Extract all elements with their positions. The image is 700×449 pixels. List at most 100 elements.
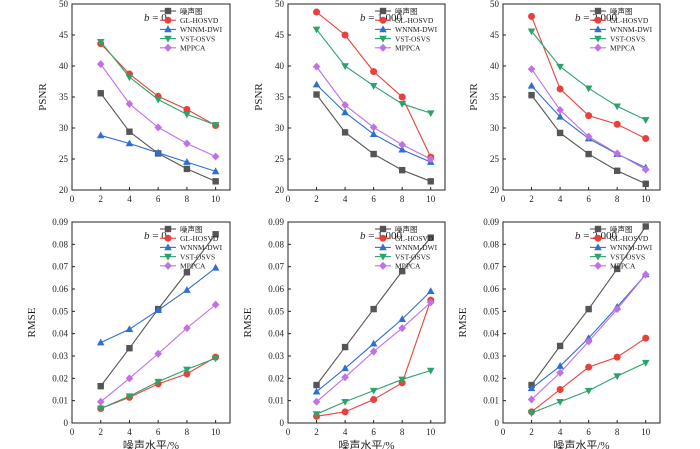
data-point bbox=[398, 140, 406, 149]
series-1 bbox=[528, 334, 650, 416]
y-tick-label: 20 bbox=[275, 185, 285, 195]
x-tick-label: 4 bbox=[127, 194, 132, 204]
x-tick-label: 6 bbox=[586, 194, 591, 204]
plot-frame bbox=[502, 221, 661, 424]
y-axis-label: RMSE bbox=[457, 307, 469, 337]
panel-title: b = 0 bbox=[144, 230, 167, 242]
data-point bbox=[154, 123, 162, 132]
legend-label: MPPCA bbox=[395, 262, 421, 271]
y-tick-label: 40 bbox=[490, 61, 500, 71]
x-tick-label: 10 bbox=[641, 427, 651, 437]
legend-label: 噪声图 bbox=[395, 224, 418, 234]
series-line bbox=[100, 92, 216, 182]
legend-swatch-marker bbox=[164, 25, 172, 33]
data-point bbox=[613, 305, 621, 314]
y-tick-label: 0.05 bbox=[52, 306, 68, 316]
y-tick-label: 0.01 bbox=[268, 396, 284, 406]
data-point bbox=[556, 63, 564, 71]
data-point bbox=[556, 386, 564, 393]
legend-label: MPPCA bbox=[610, 262, 636, 271]
y-tick-label: 25 bbox=[59, 154, 69, 164]
data-point bbox=[341, 364, 349, 372]
legend-swatch-marker bbox=[379, 234, 387, 242]
y-tick-label: 30 bbox=[490, 123, 500, 133]
data-point bbox=[427, 178, 434, 185]
y-tick-label: 20 bbox=[59, 185, 69, 195]
data-point bbox=[183, 366, 191, 374]
data-point bbox=[183, 139, 191, 148]
legend-label: MPPCA bbox=[180, 262, 206, 271]
data-point bbox=[341, 63, 349, 70]
legend-swatch-marker bbox=[594, 253, 602, 261]
data-point bbox=[613, 265, 621, 273]
legend-swatch-marker bbox=[379, 16, 387, 24]
series-2 bbox=[312, 287, 435, 395]
y-tick-label: 0.03 bbox=[52, 351, 68, 361]
legend-label: GL-HOSVD bbox=[610, 234, 649, 243]
panel-title-value: = 0 bbox=[150, 12, 168, 24]
y-axis-label: PSNR bbox=[468, 83, 480, 111]
y-tick-label: 25 bbox=[490, 154, 500, 164]
legend-swatch-marker bbox=[594, 261, 602, 270]
data-point bbox=[641, 270, 650, 279]
data-point bbox=[183, 111, 191, 119]
data-point bbox=[312, 26, 321, 34]
legend-swatch-marker bbox=[379, 243, 387, 251]
legend-label: GL-HOSVD bbox=[395, 16, 434, 25]
legend-label: WNNM-DWI bbox=[610, 25, 653, 34]
legend-label: GL-HOSVD bbox=[180, 234, 219, 243]
series-0 bbox=[313, 234, 434, 389]
data-point bbox=[527, 384, 536, 392]
x-tick-label: 0 bbox=[70, 194, 75, 204]
data-point bbox=[183, 370, 191, 378]
legend-label: 噪声图 bbox=[610, 224, 633, 234]
series-4 bbox=[312, 298, 435, 406]
series-2 bbox=[96, 131, 220, 175]
data-point bbox=[426, 155, 435, 163]
y-axis-label: RMSE bbox=[26, 307, 38, 337]
data-point bbox=[341, 101, 349, 110]
series-0 bbox=[313, 91, 434, 185]
y-tick-label: 0.09 bbox=[483, 217, 499, 227]
data-point bbox=[154, 378, 162, 386]
data-point bbox=[313, 8, 321, 16]
data-point bbox=[556, 342, 564, 350]
x-tick-label: 8 bbox=[185, 427, 190, 437]
data-point bbox=[642, 223, 649, 230]
x-tick-label: 6 bbox=[371, 194, 376, 204]
data-point bbox=[183, 324, 191, 333]
legend-swatch-marker bbox=[379, 43, 387, 52]
legend-swatch-marker bbox=[594, 225, 602, 233]
x-tick-label: 2 bbox=[98, 194, 103, 204]
x-tick-label: 10 bbox=[211, 194, 221, 204]
data-point bbox=[341, 31, 349, 39]
legend-label: GL-HOSVD bbox=[180, 16, 219, 25]
y-tick-label: 0.09 bbox=[268, 217, 284, 227]
y-tick-label: 50 bbox=[59, 0, 69, 9]
legend-swatch-marker bbox=[164, 243, 172, 251]
data-point bbox=[426, 110, 435, 118]
y-tick-label: 50 bbox=[275, 0, 285, 9]
data-point bbox=[369, 339, 378, 347]
legend-swatch-marker bbox=[594, 43, 602, 52]
y-tick-label: 0.04 bbox=[483, 329, 499, 339]
panel-title-b: b bbox=[144, 12, 150, 24]
legend-swatch-marker bbox=[164, 16, 172, 24]
x-axis-label: 噪声水平/% bbox=[553, 438, 609, 449]
data-point bbox=[641, 359, 650, 367]
series-1 bbox=[528, 12, 650, 143]
data-point bbox=[398, 315, 406, 322]
x-tick-label: 8 bbox=[185, 194, 190, 204]
x-tick-label: 4 bbox=[343, 194, 348, 204]
series-3 bbox=[527, 28, 650, 124]
legend-label: VST-OSVS bbox=[610, 34, 645, 43]
data-point bbox=[125, 374, 134, 383]
series-4 bbox=[527, 65, 650, 174]
x-tick-label: 10 bbox=[211, 427, 221, 437]
x-tick-label: 2 bbox=[529, 427, 534, 437]
legend-label: VST-OSVS bbox=[610, 252, 645, 261]
series-0 bbox=[528, 91, 649, 187]
